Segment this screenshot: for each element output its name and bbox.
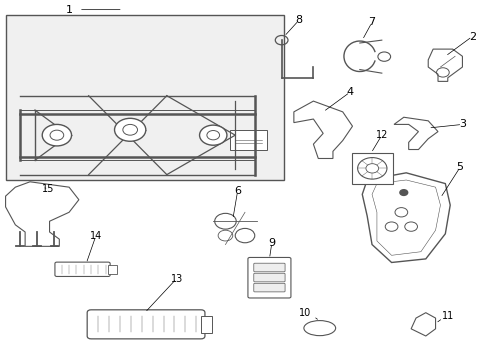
Circle shape xyxy=(42,125,72,146)
Text: 9: 9 xyxy=(269,238,275,248)
Text: 13: 13 xyxy=(171,274,183,284)
Circle shape xyxy=(366,164,379,173)
FancyBboxPatch shape xyxy=(87,310,205,339)
Text: 1: 1 xyxy=(66,5,73,15)
FancyBboxPatch shape xyxy=(254,273,285,282)
Text: 4: 4 xyxy=(346,87,354,97)
Text: 8: 8 xyxy=(295,15,302,26)
Circle shape xyxy=(115,118,146,141)
FancyBboxPatch shape xyxy=(55,262,110,276)
FancyBboxPatch shape xyxy=(230,130,267,149)
Circle shape xyxy=(50,130,64,140)
Circle shape xyxy=(207,131,220,140)
Circle shape xyxy=(199,125,227,145)
Text: 7: 7 xyxy=(368,17,376,27)
FancyBboxPatch shape xyxy=(254,283,285,292)
Text: 2: 2 xyxy=(468,32,476,41)
FancyBboxPatch shape xyxy=(201,316,212,333)
Circle shape xyxy=(400,190,408,195)
Text: 15: 15 xyxy=(43,184,55,194)
Text: 14: 14 xyxy=(90,231,102,240)
FancyBboxPatch shape xyxy=(351,153,393,184)
Text: 6: 6 xyxy=(234,186,241,196)
FancyBboxPatch shape xyxy=(254,263,285,272)
Text: 11: 11 xyxy=(441,311,454,320)
Text: 5: 5 xyxy=(457,162,464,172)
FancyBboxPatch shape xyxy=(108,265,117,274)
Text: 3: 3 xyxy=(459,120,466,129)
Text: 10: 10 xyxy=(298,309,311,318)
Circle shape xyxy=(123,125,138,135)
FancyBboxPatch shape xyxy=(5,15,284,180)
FancyBboxPatch shape xyxy=(248,257,291,298)
Text: 12: 12 xyxy=(376,130,388,140)
